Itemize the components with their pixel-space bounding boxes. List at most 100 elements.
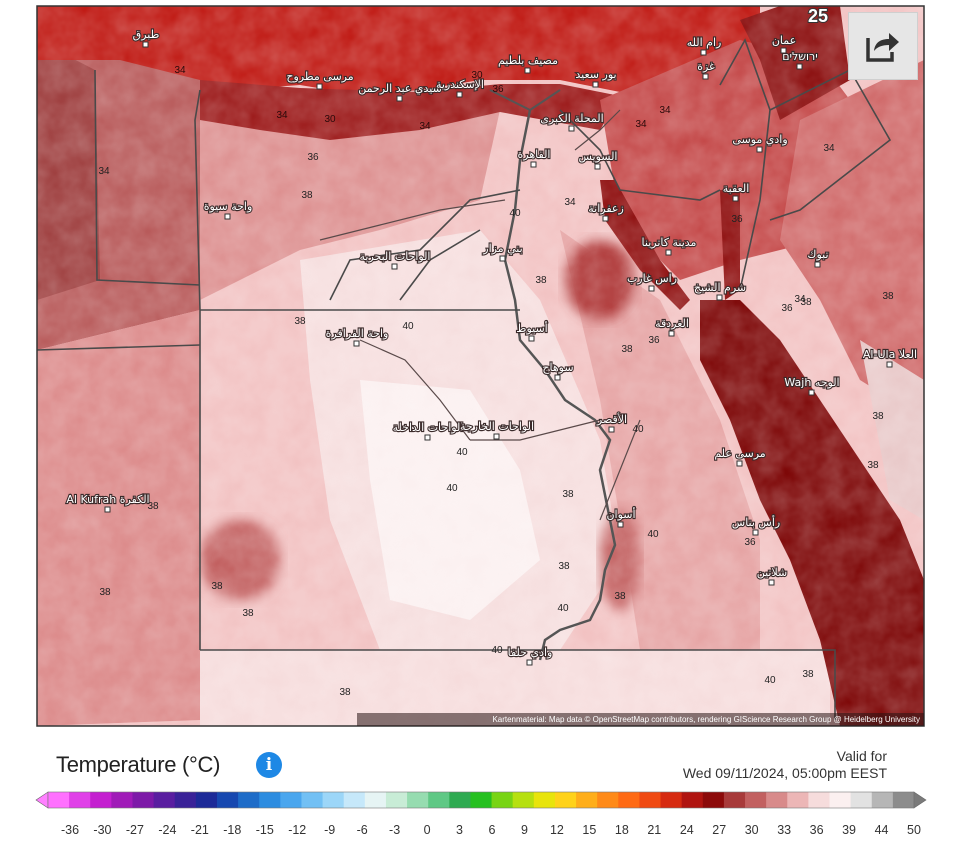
scale-cell [449,792,471,808]
scale-tick-label: -36 [61,823,79,837]
share-button[interactable] [848,12,918,80]
isotherm-label: 38 [535,275,547,286]
place-name: أسيوط [516,321,547,335]
place-label: طبرق [132,27,161,48]
place-label: شلاتين [756,565,788,586]
country-borders [37,38,892,720]
place-name: مرسى مطروح [286,70,353,83]
scale-cell [153,792,176,808]
place-marker [104,506,111,513]
scale-tick-label: 21 [647,823,661,837]
scale-tick-label: -3 [389,823,400,837]
place-marker [594,163,601,170]
isotherm-label: 34 [98,166,110,177]
scale-tick-label: -21 [191,823,209,837]
place-marker [702,73,709,80]
isotherm-label: 38 [339,687,351,698]
place-marker [524,67,531,74]
share-icon [866,33,899,62]
scale-cell [280,792,302,808]
isotherm-label: 36 [781,303,793,314]
place-marker [608,426,615,433]
place-name: تبوك [807,248,828,261]
scale-cell [301,792,324,808]
place-label: واحة سيوة [203,199,253,220]
scale-tick-label: 44 [875,823,889,837]
scale-tick-label: -9 [324,823,335,837]
scale-cell [871,792,894,808]
isotherm-label: 38 [147,501,159,512]
place-marker [716,294,723,301]
isotherm-label: 30 [324,114,336,125]
scale-cell [343,792,366,808]
info-icon[interactable]: i [256,752,282,778]
place-label: سيدي عبد الرحمن [357,81,443,102]
scale-cell [428,792,450,808]
place-label: رام الله [686,35,722,56]
scale-cell [808,792,831,808]
place-marker [700,49,707,56]
place-label: تبوك [806,247,830,268]
place-label: الإسكندرية [435,77,485,98]
scale-cell [407,792,429,808]
isotherm-label: 36 [492,84,504,95]
isotherm-label: 38 [562,489,574,500]
isotherm-label: 30 [471,70,483,81]
place-marker [530,161,537,168]
scale-cell [660,792,683,808]
place-marker [668,330,675,337]
place-marker [768,579,775,586]
place-name: المحلة الكبرى [540,112,603,125]
place-name: وادي حلفا [508,646,553,659]
scale-cell [723,792,746,808]
place-label: راس غارب [626,271,678,292]
color-scale-cells [35,791,927,809]
scale-tick-label: -6 [357,823,368,837]
scale-cell [238,792,260,808]
place-label: الأقصر [595,411,628,433]
scale-tick-label: 18 [615,823,629,837]
color-scale-ticks: -36 -30 -27 -24 -21 -18 -15 -12 -9 -6 -3 0 3 6 9 12 15 18… [61,823,921,837]
place-label: Al-Ula العلا [862,347,918,368]
scale-cell [48,792,70,808]
isotherm-label: 40 [446,483,458,494]
isotherm-label: 34 [174,65,186,76]
scale-tick-label: 39 [842,823,856,837]
scale-cell [766,792,788,808]
place-name: وادي موسى [732,133,787,146]
place-name: مصيف بلطيم [498,54,558,67]
place-marker [780,47,787,54]
place-marker [142,41,149,48]
place-marker [353,340,360,347]
place-label: أسيوط [515,320,549,342]
scale-cell [491,792,514,808]
scale-cell [512,792,535,808]
place-name: الواحات الخارجة [460,420,534,433]
place-name: زعفرانة [588,202,624,215]
place-marker [665,249,672,256]
scale-cell [195,792,218,808]
place-label: Wajh الوجه [783,375,841,396]
scale-outline [47,791,915,809]
scale-tick-label: 9 [521,823,528,837]
scale-tick-label: -12 [288,823,306,837]
place-marker [736,460,743,467]
place-label: مرسى علم [713,446,767,467]
place-marker [648,285,655,292]
scale-cell [322,792,345,808]
scale-cell [787,792,809,808]
scale-arrow-high [913,791,927,809]
isotherm-label: 34 [276,110,288,121]
scale-cell [745,792,767,808]
isotherm-label: 38 [558,561,570,572]
isotherm-label: 38 [301,190,313,201]
scale-tick-label: 30 [745,823,759,837]
place-label: القاهرة [516,147,552,168]
place-marker [499,255,506,262]
place-name: شلاتين [757,566,788,579]
map-attribution: Kartenmaterial: Map data © OpenStreetMap… [357,713,924,726]
place-label: غزة [696,59,716,80]
place-name: العقبة [723,182,750,195]
scale-cell [554,792,577,808]
